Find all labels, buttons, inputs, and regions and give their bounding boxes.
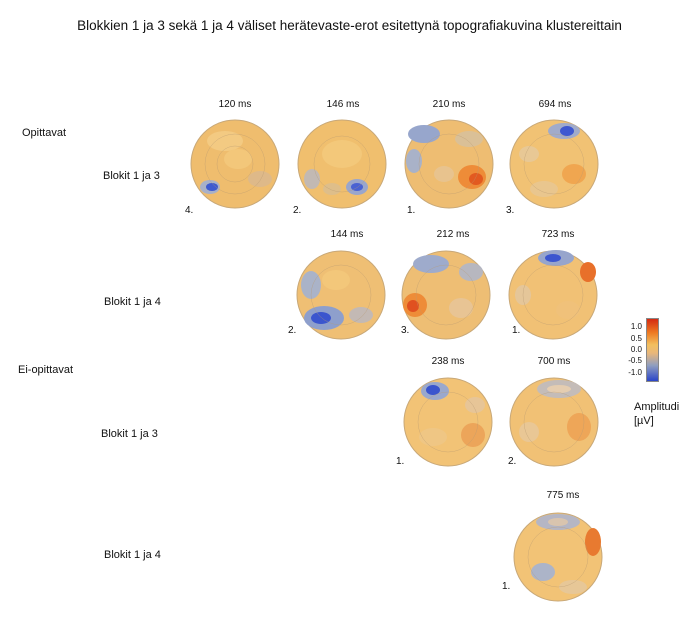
time-label-700: 700 ms — [537, 356, 571, 367]
row-label-learners-blocks-1-3: Blokit 1 ja 3 — [103, 170, 160, 182]
colorbar-label-line2: [µV] — [634, 415, 654, 427]
colorbar-label-line1: Amplitudi — [634, 401, 680, 413]
topography-map-238ms — [403, 377, 493, 467]
row-label-learners-blocks-1-4: Blokit 1 ja 4 — [104, 296, 161, 308]
row-label-nonlearners-blocks-1-4: Blokit 1 ja 4 — [104, 549, 161, 561]
cluster-number: 2. — [293, 205, 302, 216]
time-label-694: 694 ms — [538, 99, 572, 110]
time-label-146: 146 ms — [326, 99, 360, 110]
colorbar-tick: -1.0 — [628, 368, 642, 377]
time-label-775: 775 ms — [546, 490, 580, 501]
cluster-number: 3. — [401, 325, 410, 336]
cluster-number: 1. — [502, 581, 511, 592]
group-label-nonlearners: Ei-opittavat — [18, 364, 74, 376]
time-label-723: 723 ms — [541, 229, 575, 240]
colorbar-label: Amplitudi [µV] — [634, 400, 679, 428]
time-label-120: 120 ms — [218, 99, 252, 110]
cluster-number: 1. — [396, 456, 405, 467]
topography-map-210ms — [404, 119, 494, 209]
topography-map-775ms — [513, 512, 603, 602]
amplitude-colorbar — [646, 318, 659, 382]
topography-map-700ms — [509, 377, 599, 467]
row-label-nonlearners-blocks-1-3: Blokit 1 ja 3 — [101, 428, 158, 440]
colorbar-tick: -0.5 — [628, 356, 642, 365]
cluster-number: 1. — [407, 205, 416, 216]
time-label-210: 210 ms — [432, 99, 466, 110]
cluster-number: 1. — [512, 325, 521, 336]
topography-map-144ms — [296, 250, 386, 340]
figure-title: Blokkien 1 ja 3 sekä 1 ja 4 väliset herä… — [77, 18, 622, 33]
time-label-238: 238 ms — [431, 356, 465, 367]
colorbar-tick: 0.5 — [630, 334, 642, 343]
cluster-number: 4. — [185, 205, 194, 216]
topography-map-212ms — [401, 250, 491, 340]
topography-map-723ms — [508, 250, 598, 340]
topography-map-120ms — [190, 119, 280, 209]
group-label-learners: Opittavat — [22, 127, 67, 139]
cluster-number: 3. — [506, 205, 515, 216]
time-label-212: 212 ms — [436, 229, 470, 240]
time-label-144: 144 ms — [330, 229, 364, 240]
cluster-number: 2. — [288, 325, 297, 336]
topography-map-146ms — [297, 119, 387, 209]
cluster-number: 2. — [508, 456, 517, 467]
colorbar-tick: 1.0 — [630, 322, 642, 331]
topography-map-694ms — [509, 119, 599, 209]
colorbar-tick: 0.0 — [630, 345, 642, 354]
